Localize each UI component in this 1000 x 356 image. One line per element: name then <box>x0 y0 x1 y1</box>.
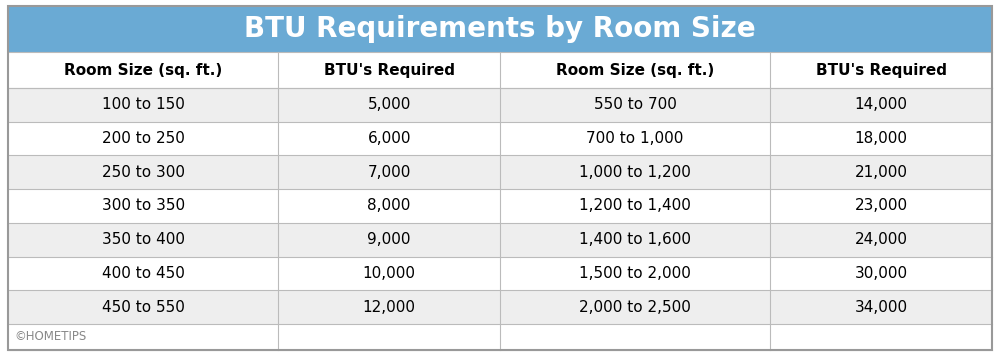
Text: 12,000: 12,000 <box>363 300 416 315</box>
Bar <box>8 156 992 189</box>
Text: 100 to 150: 100 to 150 <box>102 97 185 112</box>
Text: 30,000: 30,000 <box>855 266 908 281</box>
Text: 700 to 1,000: 700 to 1,000 <box>586 131 684 146</box>
Text: 14,000: 14,000 <box>855 97 908 112</box>
Text: 2,000 to 2,500: 2,000 to 2,500 <box>579 300 691 315</box>
Text: 200 to 250: 200 to 250 <box>102 131 185 146</box>
Text: 18,000: 18,000 <box>855 131 908 146</box>
Bar <box>8 324 992 350</box>
Text: Room Size (sq. ft.): Room Size (sq. ft.) <box>556 63 714 78</box>
Text: BTU Requirements by Room Size: BTU Requirements by Room Size <box>244 15 756 43</box>
Text: BTU's Required: BTU's Required <box>816 63 947 78</box>
Text: 7,000: 7,000 <box>367 165 411 180</box>
Text: 250 to 300: 250 to 300 <box>102 165 185 180</box>
Text: 10,000: 10,000 <box>363 266 416 281</box>
Bar <box>8 189 992 223</box>
Text: 300 to 350: 300 to 350 <box>102 199 185 214</box>
Bar <box>8 290 992 324</box>
Bar <box>8 6 992 52</box>
Text: 5,000: 5,000 <box>367 97 411 112</box>
Bar <box>8 122 992 156</box>
Text: Room Size (sq. ft.): Room Size (sq. ft.) <box>64 63 222 78</box>
Bar <box>8 52 992 88</box>
Text: 6,000: 6,000 <box>367 131 411 146</box>
Text: 8,000: 8,000 <box>367 199 411 214</box>
Bar <box>8 223 992 257</box>
Text: 550 to 700: 550 to 700 <box>594 97 677 112</box>
Text: ©HOMETIPS: ©HOMETIPS <box>14 330 86 344</box>
Text: 350 to 400: 350 to 400 <box>102 232 185 247</box>
Text: 400 to 450: 400 to 450 <box>102 266 185 281</box>
Text: 24,000: 24,000 <box>855 232 908 247</box>
Text: 1,500 to 2,000: 1,500 to 2,000 <box>579 266 691 281</box>
Text: 23,000: 23,000 <box>855 199 908 214</box>
Text: 34,000: 34,000 <box>855 300 908 315</box>
Bar <box>8 88 992 122</box>
Text: 450 to 550: 450 to 550 <box>102 300 185 315</box>
Text: 21,000: 21,000 <box>855 165 908 180</box>
Text: 1,400 to 1,600: 1,400 to 1,600 <box>579 232 691 247</box>
Text: 1,000 to 1,200: 1,000 to 1,200 <box>579 165 691 180</box>
Text: 9,000: 9,000 <box>367 232 411 247</box>
Text: BTU's Required: BTU's Required <box>324 63 455 78</box>
Bar <box>8 257 992 290</box>
Text: 1,200 to 1,400: 1,200 to 1,400 <box>579 199 691 214</box>
